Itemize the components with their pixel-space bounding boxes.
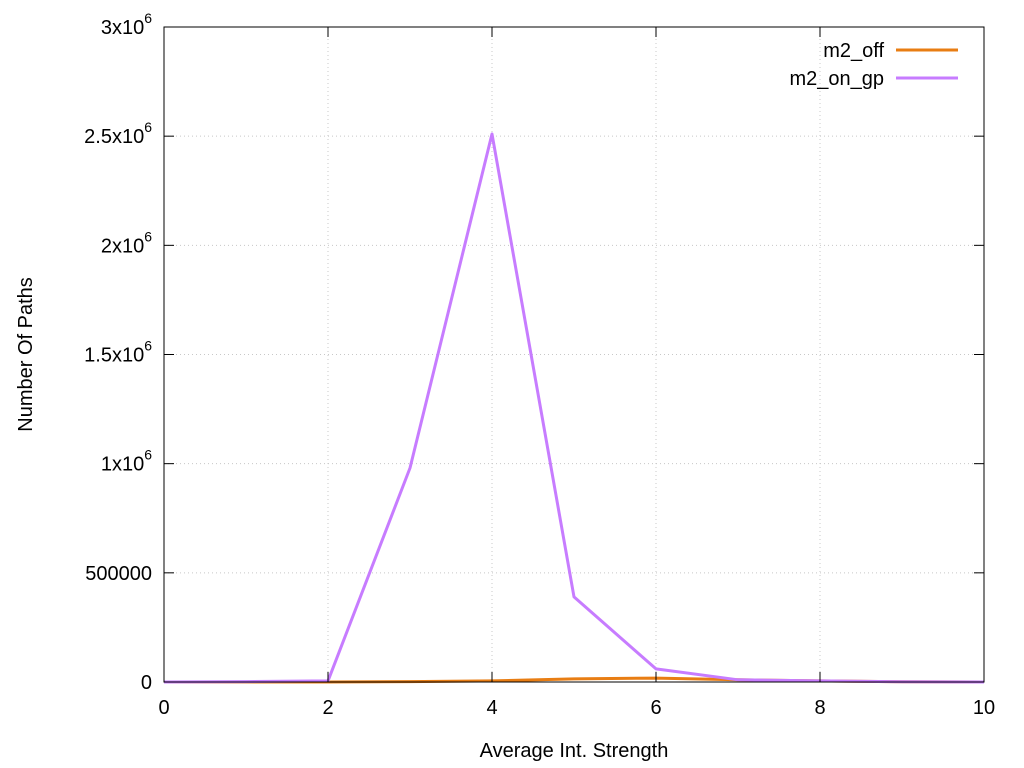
y-tick-label: 3x106 (101, 10, 152, 39)
legend: m2_off m2_on_gp (789, 40, 958, 90)
y-tick-label-exponent: 6 (144, 10, 152, 26)
y-tick-label-base: 3x10 (101, 17, 144, 39)
x-tick-label: 4 (486, 697, 497, 719)
x-tick-label: 0 (158, 697, 169, 719)
y-tick-label-exponent: 6 (144, 338, 152, 354)
y-tick-label-exponent: 6 (144, 119, 152, 135)
legend-label: m2_off (823, 40, 884, 62)
y-tick-label-base: 1.5x10 (84, 345, 144, 367)
y-tick-label-exponent: 6 (144, 228, 152, 244)
x-axis-title: Average Int. Strength (480, 740, 669, 762)
y-tick-label-exponent: 6 (144, 447, 152, 463)
y-tick-label: 500000 (85, 563, 152, 585)
y-tick-label-base: 500000 (85, 563, 152, 585)
y-tick-label: 2x106 (101, 228, 152, 257)
x-tick-label: 8 (814, 697, 825, 719)
legend-item: m2_off (823, 40, 958, 62)
y-tick-label-base: 2.5x10 (84, 126, 144, 148)
plot-series (163, 132, 985, 684)
y-tick-label-base: 1x10 (101, 454, 144, 476)
legend-item: m2_on_gp (789, 68, 958, 90)
grid-lines (164, 27, 984, 682)
y-tick-label: 2.5x106 (84, 119, 152, 148)
axis-ticks (163, 26, 985, 683)
y-tick-label-base: 0 (141, 672, 152, 694)
y-tick-label-base: 2x10 (101, 235, 144, 257)
legend-label: m2_on_gp (789, 68, 884, 90)
y-axis-title: Number Of Paths (15, 277, 37, 432)
y-tick-label: 1.5x106 (84, 338, 152, 367)
x-tick-label: 2 (322, 697, 333, 719)
x-tick-label: 10 (973, 697, 995, 719)
y-tick-label: 1x106 (101, 447, 152, 476)
x-tick-label: 6 (650, 697, 661, 719)
series-line-m2-on-gp (163, 132, 985, 684)
y-tick-label: 0 (141, 672, 152, 694)
